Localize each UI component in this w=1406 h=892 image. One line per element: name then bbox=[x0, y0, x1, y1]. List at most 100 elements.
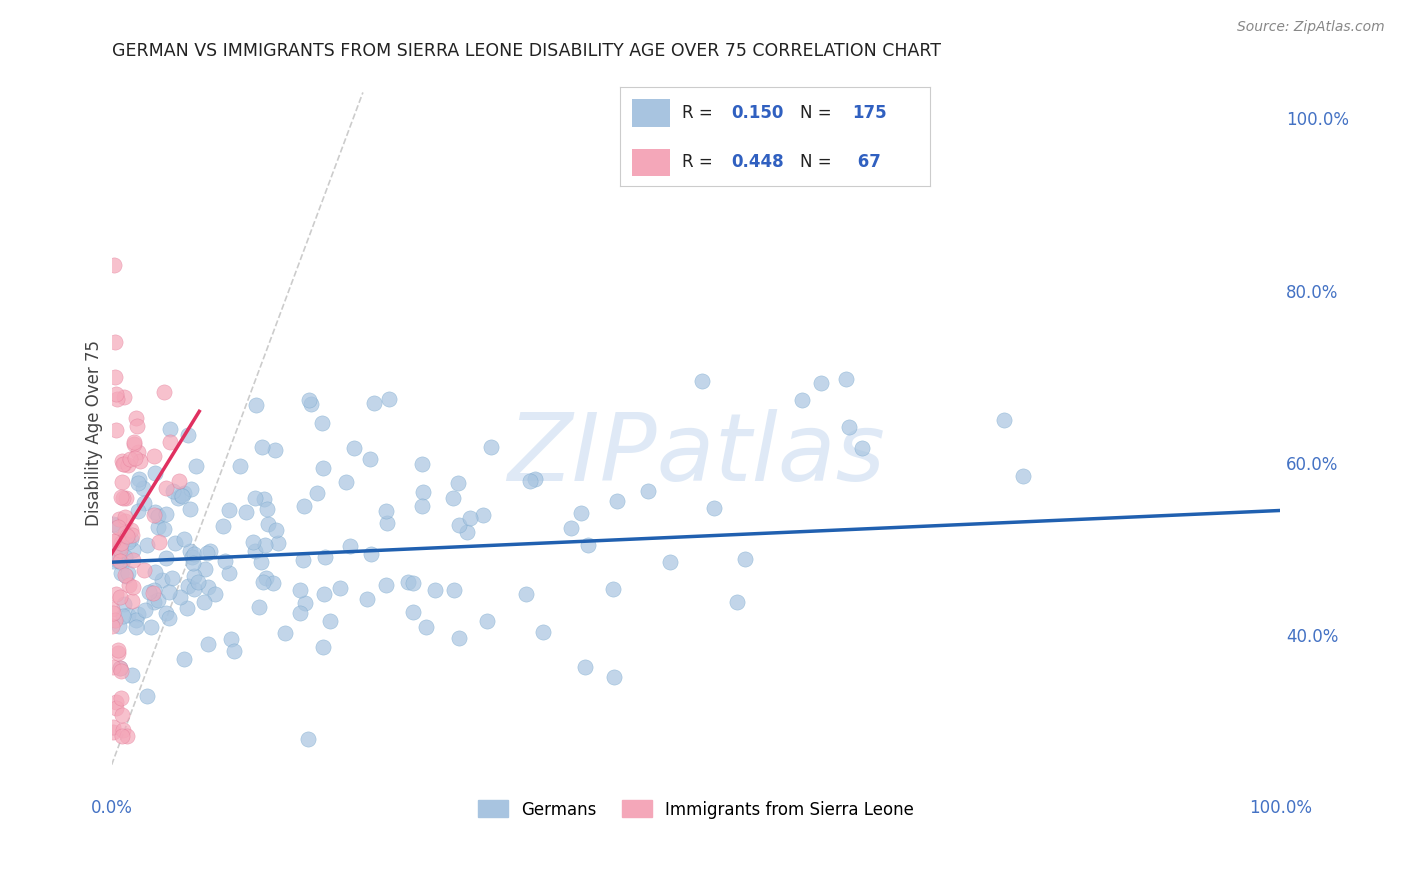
Point bbox=[250, 440, 273, 454]
Point bbox=[112, 491, 135, 506]
Point bbox=[411, 457, 433, 471]
Point bbox=[117, 458, 139, 473]
Point bbox=[412, 484, 434, 499]
Point bbox=[129, 454, 152, 468]
Point bbox=[335, 475, 357, 490]
Point bbox=[108, 540, 131, 554]
Point bbox=[121, 593, 143, 607]
Point bbox=[143, 595, 166, 609]
Point bbox=[851, 442, 873, 456]
Point bbox=[132, 481, 155, 495]
Point bbox=[401, 605, 423, 619]
Point bbox=[256, 501, 278, 516]
Point bbox=[835, 371, 858, 385]
Point bbox=[148, 534, 170, 549]
Point bbox=[104, 587, 127, 601]
Point bbox=[458, 511, 481, 525]
Point bbox=[267, 536, 290, 550]
Point bbox=[329, 581, 352, 595]
Point bbox=[107, 646, 129, 660]
Point bbox=[111, 457, 134, 471]
Point bbox=[118, 578, 141, 592]
Point bbox=[101, 725, 124, 739]
Point bbox=[108, 543, 131, 558]
Point bbox=[415, 620, 437, 634]
Point bbox=[108, 554, 131, 568]
Point bbox=[142, 449, 165, 463]
Point bbox=[602, 582, 624, 596]
Point bbox=[127, 607, 149, 621]
Point bbox=[105, 423, 128, 437]
Point bbox=[105, 695, 128, 709]
Point bbox=[127, 476, 149, 491]
Point bbox=[108, 590, 131, 604]
Point bbox=[146, 592, 169, 607]
Point bbox=[114, 491, 136, 505]
Point bbox=[314, 549, 336, 564]
Point bbox=[264, 523, 287, 537]
Point bbox=[122, 434, 145, 449]
Point bbox=[294, 596, 316, 610]
Point bbox=[114, 515, 136, 529]
Point bbox=[159, 422, 181, 436]
Point bbox=[245, 398, 267, 412]
Point bbox=[104, 335, 127, 350]
Point bbox=[132, 562, 155, 576]
Point bbox=[122, 542, 145, 557]
Point bbox=[143, 466, 166, 480]
Point bbox=[104, 700, 127, 714]
Point bbox=[143, 505, 166, 519]
Point bbox=[242, 534, 264, 549]
Point bbox=[222, 644, 245, 658]
Point bbox=[187, 575, 209, 590]
Point bbox=[993, 413, 1015, 427]
Point bbox=[117, 566, 139, 580]
Point bbox=[363, 396, 385, 410]
Point bbox=[423, 583, 446, 598]
Point bbox=[111, 723, 134, 737]
Point bbox=[375, 516, 398, 530]
Point bbox=[134, 602, 156, 616]
Point bbox=[288, 583, 311, 598]
Point bbox=[243, 491, 266, 505]
Point bbox=[105, 518, 128, 533]
Point bbox=[576, 538, 599, 552]
Point bbox=[218, 503, 240, 517]
Point bbox=[447, 475, 470, 490]
Point bbox=[560, 521, 582, 535]
Point bbox=[125, 620, 148, 634]
Point bbox=[449, 632, 471, 646]
Point bbox=[250, 555, 273, 569]
Point bbox=[637, 483, 659, 498]
Point bbox=[103, 549, 125, 564]
Point bbox=[104, 370, 127, 384]
Point bbox=[136, 689, 159, 703]
Point bbox=[734, 552, 756, 566]
Point bbox=[105, 387, 128, 401]
Point bbox=[101, 606, 124, 620]
Point bbox=[186, 459, 208, 474]
Point bbox=[339, 540, 361, 554]
Point bbox=[254, 538, 277, 552]
Point bbox=[229, 459, 252, 474]
Point bbox=[606, 494, 628, 508]
Point bbox=[111, 708, 134, 723]
Point bbox=[124, 613, 146, 627]
Point bbox=[111, 454, 134, 468]
Point bbox=[155, 481, 177, 495]
Point bbox=[143, 565, 166, 579]
Point bbox=[318, 614, 340, 628]
Point bbox=[377, 392, 399, 406]
Point bbox=[603, 670, 626, 684]
Point bbox=[114, 568, 136, 582]
Point bbox=[197, 581, 219, 595]
Point bbox=[160, 571, 183, 585]
Point bbox=[479, 440, 502, 454]
Point bbox=[127, 418, 149, 433]
Point bbox=[111, 475, 134, 490]
Point bbox=[311, 417, 333, 431]
Point bbox=[179, 502, 201, 516]
Point bbox=[108, 619, 131, 633]
Point bbox=[810, 376, 832, 390]
Point bbox=[121, 580, 143, 594]
